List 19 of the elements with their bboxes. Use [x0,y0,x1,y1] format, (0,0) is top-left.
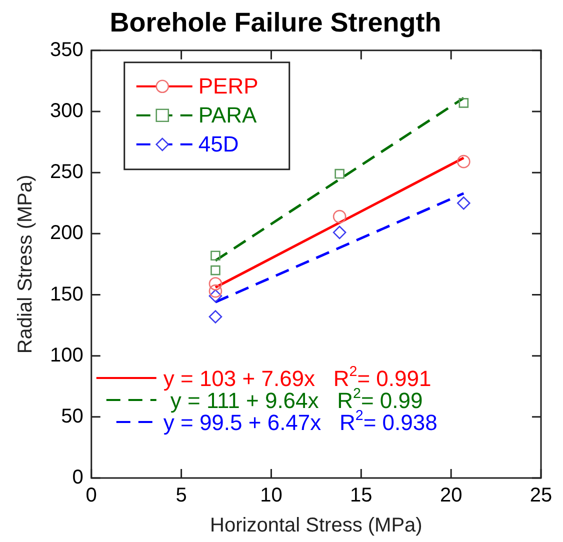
y-axis-title: Radial Stress (MPa) [14,174,37,354]
y-tick-label: 250 [50,161,84,184]
y-tick-label: 0 [72,466,84,489]
legend-label: PERP [198,73,258,98]
x-tick-label: 15 [350,484,372,507]
y-tick-label: 100 [50,344,84,366]
y-tick-label: 50 [61,405,84,428]
legend-label: 45D [198,131,239,156]
y-tick-label: 300 [50,100,84,122]
x-tick-label: 5 [176,484,187,507]
y-tick-label: 150 [50,283,84,306]
x-axis-title: Horizontal Stress (MPa) [210,514,422,537]
chart-title: Borehole Failure Strength [110,8,442,38]
legend-label: PARA [198,102,257,128]
x-tick-label: 10 [260,484,282,507]
y-tick-label: 350 [50,38,84,61]
y-tick-label: 200 [50,222,84,244]
x-tick-label: 20 [440,484,462,507]
x-tick-label: 25 [530,484,552,507]
